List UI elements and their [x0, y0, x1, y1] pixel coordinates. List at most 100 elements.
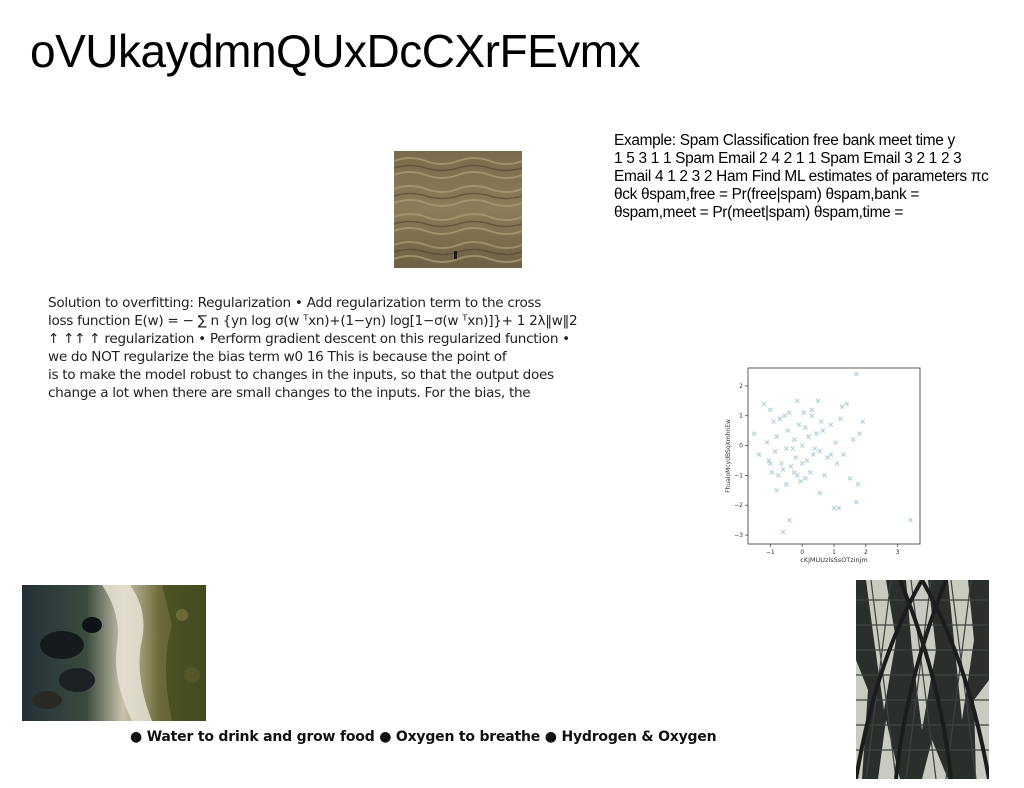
data-point: [790, 446, 795, 451]
x-tick-label: 2: [864, 549, 868, 556]
data-point: [802, 425, 808, 431]
x-tick-label: −1: [766, 549, 775, 556]
data-point: [828, 422, 834, 428]
data-point: [777, 416, 783, 422]
y-tick-label: −2: [734, 502, 743, 509]
text-line: θck θspam,free = Pr(free|spam) θspam,ban…: [614, 186, 920, 203]
text-line: is to make the model robust to changes i…: [48, 367, 554, 383]
y-tick-label: 2: [739, 383, 743, 390]
text-line: ↑ ↑↑ ↑ regularization • Perform gradient…: [48, 331, 570, 347]
data-point: [787, 410, 792, 416]
data-point: [764, 440, 770, 445]
data-point: [793, 455, 799, 460]
data-point: [802, 476, 808, 481]
data-point: [761, 401, 767, 407]
data-point: [857, 431, 862, 436]
rocky-coastline-photo: [22, 585, 206, 721]
data-point: [847, 476, 853, 481]
text-line: θspam,meet = Pr(meet|spam) θspam,time =: [614, 204, 904, 221]
data-point: [807, 470, 813, 475]
data-point: [756, 452, 762, 457]
scatter-plot: −1 0 1 2 3 −3 −2 −1 0 1 2 cKjMUUzlsSsOTzinjm Fhuai…: [725, 367, 921, 564]
data-point: [769, 470, 775, 475]
data-point: [787, 517, 792, 523]
data-point: [774, 487, 780, 493]
data-point: [908, 517, 913, 523]
x-tick-label: 1: [832, 549, 836, 556]
data-point: [771, 419, 776, 425]
data-point: [818, 419, 824, 425]
water-surface-image: [393, 151, 523, 268]
data-point: [785, 428, 791, 433]
data-point: [812, 446, 818, 451]
data-point: [799, 443, 805, 448]
x-tick-label: 3: [896, 549, 900, 556]
data-point: [850, 437, 856, 442]
data-point: [788, 464, 794, 469]
data-point: [822, 473, 827, 478]
y-tick-label: −1: [734, 472, 743, 479]
data-point: [766, 458, 772, 463]
text-line: Email 4 1 2 3 2 Ham Find ML estimates of…: [614, 168, 989, 185]
data-point: [841, 452, 846, 457]
data-point: [833, 440, 838, 445]
data-point: [838, 416, 843, 422]
data-point: [767, 461, 773, 466]
data-point: [801, 410, 807, 416]
arched-lattice-ceiling-photo: [854, 579, 991, 780]
data-point: [836, 505, 842, 511]
text-line: Example: Spam Classification free bank m…: [614, 132, 955, 149]
data-point: [853, 499, 859, 505]
architecture-image: [854, 579, 991, 780]
data-point: [806, 434, 811, 439]
water-surface-photo: [393, 151, 523, 268]
data-point: [780, 529, 786, 535]
data-point: [853, 371, 859, 377]
text-line: change a lot when there are small change…: [48, 385, 531, 401]
y-axis-label: FhuaioMcydBSqXmhnEw: [725, 419, 732, 493]
data-point: [804, 458, 810, 463]
data-point: [815, 398, 821, 404]
text-line: we do NOT regularize the bias term w0 16…: [48, 349, 507, 365]
regularization-text: Solution to overfitting: Regularization …: [48, 294, 608, 402]
data-point: [796, 422, 802, 428]
scatter-chart: −1 0 1 2 3 −3 −2 −1 0 1 2 cKjMUUzlsSsOTzinjm Fhuai…: [724, 362, 924, 568]
data-point: [831, 505, 837, 511]
coastline-image: [22, 585, 206, 721]
data-point: [814, 431, 819, 436]
data-point: [774, 434, 780, 439]
data-point: [780, 467, 786, 472]
data-point: [791, 437, 797, 442]
data-point: [809, 407, 815, 413]
text-line: loss function E(w) = − ∑ n {yn log σ(w ᵀ…: [48, 313, 578, 329]
data-point: [779, 461, 784, 466]
text-line: 1 5 3 1 1 Spam Email 2 4 2 1 1 Spam Emai…: [614, 150, 962, 167]
data-point: [799, 461, 805, 466]
data-point: [795, 398, 800, 404]
data-point: [810, 452, 816, 457]
data-point: [775, 473, 781, 478]
data-point: [752, 431, 757, 436]
data-point: [817, 449, 823, 454]
data-point: [855, 481, 861, 487]
data-point: [817, 490, 823, 496]
bullet-list-text: ● Water to drink and grow food ● Oxygen …: [130, 729, 717, 745]
spam-classification-text: Example: Spam Classification free bank m…: [614, 132, 1019, 222]
page-title: oVUkaydmnQUxDcCXrFEvmx: [30, 25, 641, 77]
data-point: [767, 407, 773, 413]
data-point: [844, 401, 850, 407]
plot-frame: [747, 367, 921, 545]
data-point: [772, 449, 778, 454]
data-point: [783, 446, 789, 451]
y-tick-label: 1: [739, 413, 743, 420]
text-line: Solution to overfitting: Regularization …: [48, 295, 542, 311]
data-point: [820, 428, 826, 433]
data-point: [860, 419, 866, 425]
data-point: [798, 479, 803, 484]
y-tick-label: 0: [739, 443, 743, 450]
data-point: [783, 481, 789, 487]
data-point: [809, 413, 815, 419]
data-point: [834, 461, 840, 466]
x-tick-label: 0: [800, 549, 804, 556]
y-tick-label: −3: [734, 532, 743, 539]
